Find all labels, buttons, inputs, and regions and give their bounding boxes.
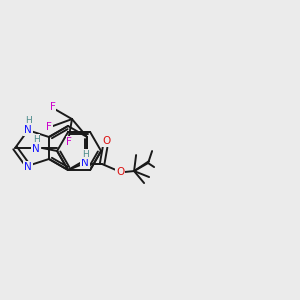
- Text: H: H: [25, 116, 32, 125]
- Text: N: N: [81, 158, 89, 168]
- Text: F: F: [66, 137, 72, 147]
- Text: N: N: [24, 125, 32, 135]
- Text: N: N: [24, 162, 32, 172]
- Text: N: N: [32, 144, 40, 154]
- Text: O: O: [102, 136, 110, 146]
- Text: H: H: [82, 150, 88, 159]
- Text: F: F: [50, 102, 56, 112]
- Text: O: O: [116, 167, 124, 177]
- Text: F: F: [46, 122, 52, 132]
- Text: H: H: [33, 134, 40, 143]
